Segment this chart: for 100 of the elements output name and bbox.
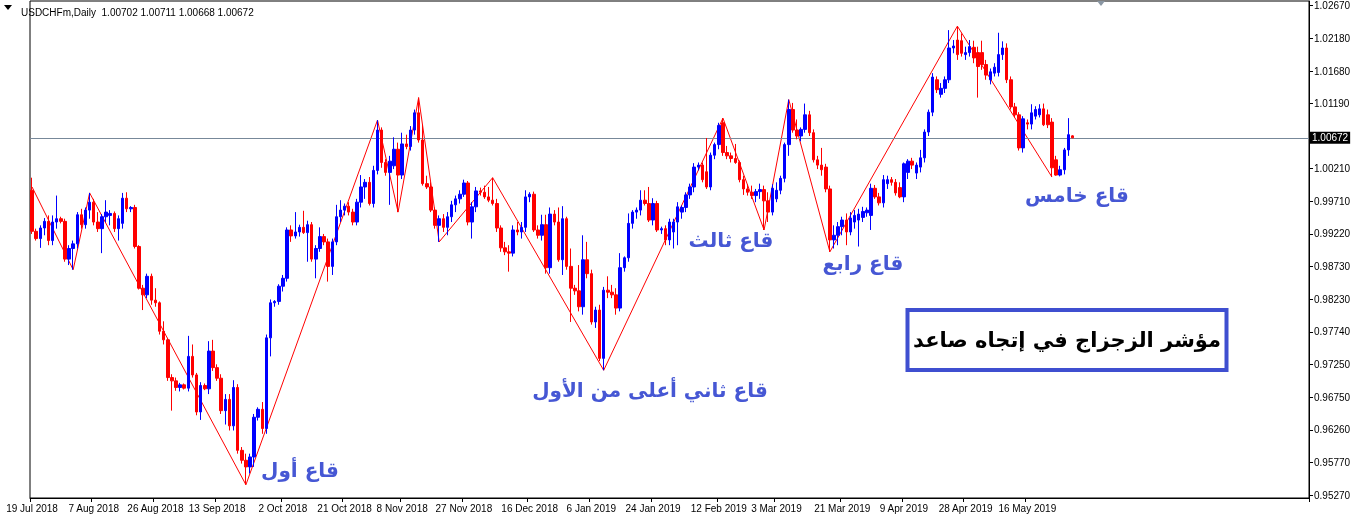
candlestick: [437, 214, 441, 243]
candlestick: [898, 181, 902, 199]
candlestick: [261, 401, 264, 435]
annotation: قاع خامس: [1025, 183, 1129, 207]
candlestick: [310, 221, 313, 263]
candlestick: [618, 252, 622, 312]
candlestick: [614, 287, 618, 316]
candlestick: [129, 205, 133, 213]
candlestick: [750, 185, 754, 200]
candlestick: [507, 244, 511, 273]
x-tick-label: 19 Jul 2018: [6, 502, 59, 514]
candlestick: [705, 137, 708, 190]
x-tick-label: 12 Feb 2019: [690, 502, 748, 514]
x-tick-label: 2 Oct 2018: [258, 502, 308, 514]
candlestick: [668, 218, 671, 246]
candlestick: [178, 382, 182, 392]
candlestick: [368, 176, 371, 206]
candlestick: [561, 205, 564, 276]
candlestick: [306, 220, 309, 263]
x-tick-label: 21 Oct 2018: [317, 502, 373, 514]
candlestick: [544, 214, 548, 275]
candlestick: [832, 224, 836, 250]
candlestick: [80, 208, 83, 230]
candlestick: [758, 183, 762, 200]
candlestick: [228, 393, 231, 431]
candlestick: [902, 161, 906, 203]
candlestick: [754, 188, 758, 203]
text: USDCHFm,Daily 1.00702 1.00711 1.00668 1.00672: [21, 6, 255, 18]
candlestick: [935, 75, 939, 94]
candlestick: [647, 186, 651, 223]
x-tick-label: 27 Nov 2018: [435, 502, 493, 514]
candlestick: [67, 244, 71, 266]
candlestick: [845, 212, 848, 246]
candlestick: [187, 335, 190, 392]
candlestick: [598, 304, 601, 362]
x-tick-label: 13 Sep 2018: [188, 502, 246, 514]
candlestick: [400, 132, 404, 180]
candlestick: [721, 117, 725, 157]
annotation: قاع أول: [261, 458, 339, 482]
candlestick: [651, 197, 655, 226]
candlestick: [483, 185, 486, 200]
y-tick-label: 1.01190: [1314, 98, 1350, 110]
y-tick-label: 0.95770: [1314, 456, 1351, 468]
y-tick-label: 0.95270: [1314, 489, 1351, 501]
candlestick: [771, 183, 774, 216]
x-tick-label: 9 Apr 2019: [879, 502, 929, 514]
annotation: قاع ثاني أعلى من الأول: [532, 378, 768, 402]
candlestick: [182, 383, 186, 390]
candlestick: [1030, 103, 1033, 130]
candlestick: [849, 211, 852, 236]
candlestick: [655, 200, 659, 233]
candlestick: [540, 214, 544, 242]
candlestick: [405, 134, 408, 150]
candlestick: [869, 183, 873, 231]
x-tick-label: 21 Mar 2019: [814, 502, 871, 514]
annotation: مؤشر الزجزاج في إتجاه صاعد: [905, 308, 1229, 372]
x-tick-label: 3 Mar 2019: [751, 502, 803, 514]
annotation: قاع رابع: [822, 251, 904, 275]
x-tick-label: 7 Aug 2018: [68, 502, 120, 514]
candlestick: [516, 221, 519, 236]
candlestick: [557, 206, 560, 263]
candlestick: [113, 210, 116, 233]
y-tick-label: 1.00210: [1314, 162, 1351, 174]
candlestick: [442, 213, 445, 233]
candlestick: [396, 142, 400, 213]
candlestick: [548, 206, 552, 275]
y-tick-label: 0.98730: [1314, 260, 1351, 272]
candlestick: [224, 393, 227, 426]
candlestick: [639, 189, 642, 216]
candlestick: [660, 226, 663, 235]
candlestick: [302, 210, 305, 235]
candlestick: [289, 224, 293, 243]
y-tick-label: 1.01680: [1314, 65, 1351, 77]
candlestick: [232, 379, 235, 431]
candlestick: [1071, 134, 1074, 139]
candlestick: [47, 214, 50, 246]
candlestick: [207, 340, 211, 395]
annotation: قاع ثالث: [688, 228, 774, 252]
x-tick-label: 24 Jan 2019: [625, 502, 682, 514]
candlestick: [664, 224, 667, 246]
candlestick: [294, 211, 297, 240]
y-tick-label: 0.97740: [1314, 326, 1351, 338]
candlestick: [511, 224, 515, 257]
candlestick: [1021, 115, 1025, 154]
y-tick-label: 1.02180: [1314, 32, 1351, 44]
candlestick: [63, 218, 67, 263]
y-tick-label: 0.96750: [1314, 391, 1351, 403]
candlestick: [581, 234, 585, 316]
x-tick-label: 28 Apr 2019: [938, 502, 994, 514]
y-tick-label: 0.97250: [1314, 358, 1351, 370]
y-tick-label: 0.99710: [1314, 196, 1351, 208]
candlestick: [606, 275, 610, 299]
candlestick: [594, 306, 597, 329]
candlestick: [882, 174, 885, 208]
y-tick-label: 0.98230: [1314, 293, 1351, 305]
candlestick: [125, 191, 128, 213]
candlestick: [145, 273, 149, 299]
candlestick: [910, 157, 914, 170]
y-tick-label: 0.99220: [1314, 228, 1351, 240]
candlestick: [1038, 103, 1041, 118]
